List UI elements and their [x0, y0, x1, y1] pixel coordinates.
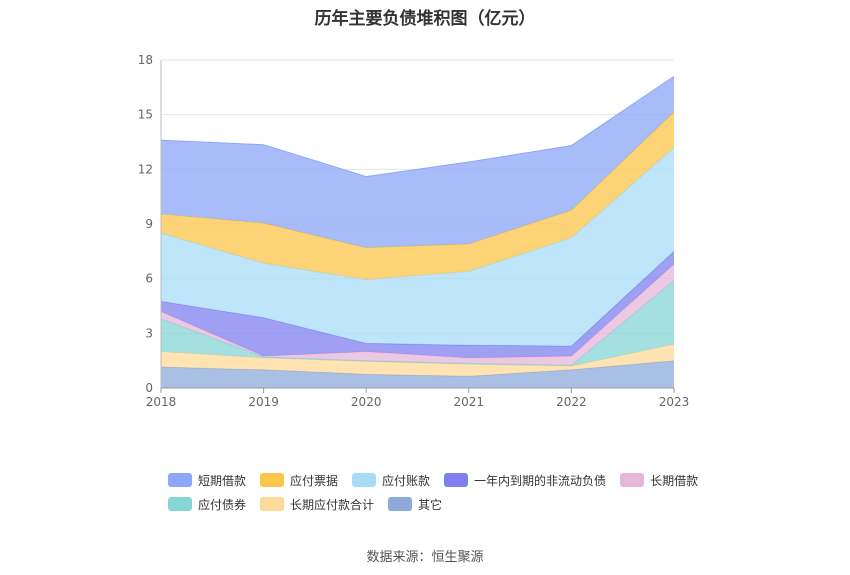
legend: 短期借款 应付票据 应付账款 一年内到期的非流动负债 长期借款应付债券 长期应付款合计 其它 — [168, 472, 708, 512]
legend-label: 应付票据 — [290, 473, 339, 488]
legend-swatch — [260, 473, 285, 487]
area-series-4[interactable] — [161, 251, 674, 358]
legend-label: 应付债券 — [198, 497, 247, 512]
y-tick-label: 0 — [145, 381, 153, 395]
legend-item[interactable]: 一年内到期的非流动负债 — [444, 472, 606, 488]
y-tick-label: 6 — [145, 272, 153, 286]
area-series-7[interactable] — [161, 76, 674, 248]
area-series-0[interactable] — [161, 360, 674, 388]
legend-item[interactable]: 应付债券 — [168, 496, 246, 512]
legend-label: 其它 — [418, 497, 443, 512]
x-tick-label: 2018 — [146, 395, 177, 409]
area-series-layer — [160, 75, 675, 388]
legend-swatch — [352, 473, 377, 487]
legend-swatch — [168, 497, 192, 511]
y-tick-label: 3 — [145, 326, 153, 340]
area-series-6[interactable] — [161, 111, 674, 280]
legend-item[interactable]: 应付票据 — [260, 472, 338, 488]
y-tick-label: 12 — [138, 162, 153, 176]
x-tick-label: 2020 — [351, 395, 382, 409]
legend-item[interactable]: 长期应付款合计 — [260, 496, 374, 512]
area-series-1[interactable] — [161, 344, 674, 377]
legend-swatch — [620, 473, 645, 487]
y-tick-label: 15 — [138, 108, 153, 122]
legend-item[interactable]: 其它 — [388, 496, 442, 512]
area-series-5[interactable] — [161, 147, 674, 347]
legend-label: 长期借款 — [650, 473, 699, 488]
axes: 0 3 6 9 12 15 18 2018 2019 2020 2021 2022 2023 — [138, 53, 690, 409]
x-tick-label: 2021 — [454, 395, 485, 409]
legend-label: 一年内到期的非流动负债 — [474, 473, 607, 488]
chart-title: 历年主要负债堆积图（亿元） — [314, 9, 536, 29]
x-tick-label: 2022 — [556, 395, 587, 409]
y-tick-label: 18 — [138, 53, 153, 67]
legend-swatch — [388, 497, 413, 511]
line-series-7 — [160, 75, 675, 178]
legend-label: 短期借款 — [198, 473, 247, 488]
legend-label: 应付账款 — [382, 473, 431, 488]
legend-swatch — [260, 497, 285, 511]
x-tick-label: 2023 — [659, 395, 690, 409]
y-tick-label: 9 — [145, 217, 153, 231]
legend-swatch — [444, 473, 469, 487]
legend-item[interactable]: 应付账款 — [352, 472, 430, 488]
legend-swatch — [168, 473, 192, 487]
legend-item[interactable]: 长期借款 — [620, 472, 698, 488]
legend-label: 长期应付款合计 — [290, 497, 375, 512]
legend-item[interactable]: 短期借款 — [168, 472, 246, 488]
source-note: 数据来源：恒生聚源 — [366, 550, 484, 565]
x-tick-label: 2019 — [248, 395, 279, 409]
